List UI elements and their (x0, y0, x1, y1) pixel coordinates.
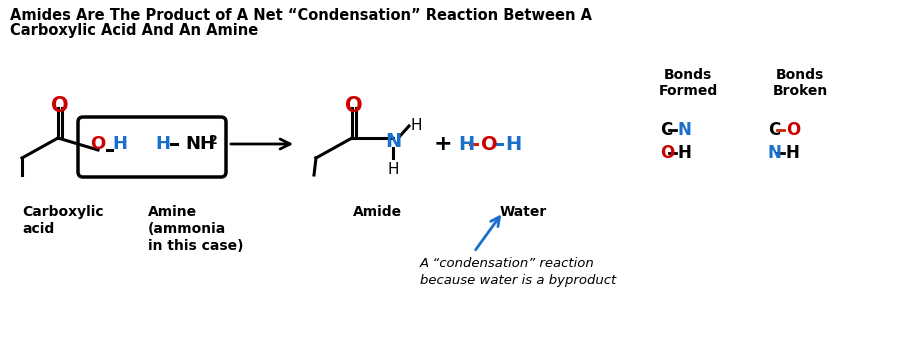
Text: N: N (384, 132, 401, 151)
Text: A “condensation” reaction
because water is a byproduct: A “condensation” reaction because water … (420, 257, 616, 287)
Text: O: O (345, 96, 362, 116)
Text: O: O (51, 96, 69, 116)
Text: Water: Water (499, 205, 547, 219)
Text: C: C (767, 121, 779, 139)
Text: C: C (659, 121, 672, 139)
Text: Amides Are The Product of A Net “Condensation” Reaction Between A: Amides Are The Product of A Net “Condens… (10, 8, 591, 23)
Text: Amine
(ammonia
in this case): Amine (ammonia in this case) (148, 205, 244, 252)
Text: 2: 2 (209, 133, 218, 146)
Text: O: O (659, 144, 674, 162)
Text: H: H (785, 144, 799, 162)
Text: O: O (90, 135, 106, 153)
Text: H: H (677, 144, 691, 162)
Text: H: H (458, 134, 473, 154)
Text: +: + (434, 134, 452, 154)
Text: H: H (505, 134, 521, 154)
Text: Carboxylic Acid And An Amine: Carboxylic Acid And An Amine (10, 23, 258, 38)
Text: O: O (785, 121, 800, 139)
Text: N: N (677, 121, 691, 139)
Text: H: H (112, 135, 128, 153)
Text: Carboxylic
acid: Carboxylic acid (22, 205, 104, 236)
Text: Amide: Amide (353, 205, 402, 219)
Text: N: N (767, 144, 781, 162)
Text: NH: NH (185, 135, 215, 153)
Text: Bonds
Broken: Bonds Broken (772, 68, 827, 98)
Text: H: H (387, 162, 398, 177)
Text: H: H (411, 118, 422, 133)
Text: O: O (481, 134, 497, 154)
Text: H: H (155, 135, 170, 153)
Text: Bonds
Formed: Bonds Formed (658, 68, 717, 98)
